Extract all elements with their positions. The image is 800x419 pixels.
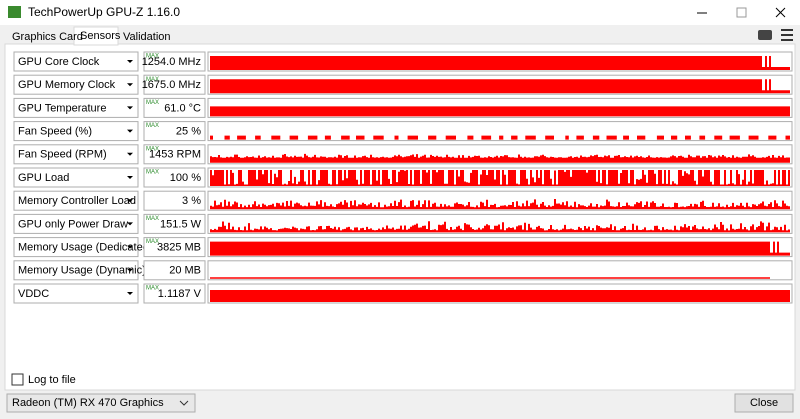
select-arrow	[127, 106, 133, 110]
max-label: MAX	[146, 216, 159, 222]
max-label: MAX	[146, 146, 159, 152]
sensor-graph	[210, 199, 790, 210]
max-label: MAX	[146, 286, 159, 292]
max-label: MAX	[146, 77, 159, 83]
sensor-graph	[210, 106, 790, 117]
sensor-name: GPU Temperature	[18, 102, 106, 114]
select-arrow	[127, 245, 133, 249]
sensor-select[interactable]	[13, 213, 139, 234]
sensor-value: 25 %	[176, 126, 201, 138]
sensor-name: VDDC	[18, 288, 49, 300]
sensor-value: 1675.0 MHz	[142, 79, 201, 91]
sensor-select[interactable]	[13, 260, 139, 281]
sensor-select[interactable]	[13, 190, 139, 211]
sensor-graph	[210, 277, 770, 279]
tab[interactable]: Validation	[123, 31, 171, 43]
sensor-select[interactable]	[13, 97, 139, 118]
value-box	[143, 121, 206, 142]
sensor-value: 3825 MB	[157, 242, 201, 254]
sensor-select[interactable]	[13, 283, 139, 304]
max-label: MAX	[146, 100, 159, 106]
graph-box	[207, 121, 793, 142]
sensor-select[interactable]	[13, 74, 139, 95]
value-box	[143, 51, 206, 72]
title-bar	[0, 0, 800, 25]
sensor-name: GPU Core Clock	[18, 56, 100, 68]
select-arrow	[127, 176, 133, 179]
sensor-value: 1.1187 V	[158, 288, 202, 300]
select-arrow	[127, 83, 133, 87]
close-window-button[interactable]	[775, 7, 786, 18]
sensor-name: GPU Load	[18, 172, 69, 184]
sensor-value: 61.0 °C	[164, 102, 201, 114]
sensor-graph	[210, 56, 790, 70]
value-box	[143, 213, 206, 234]
sensor-select[interactable]	[13, 51, 139, 72]
sensor-value: 100 %	[170, 172, 201, 184]
sensor-graph	[210, 290, 790, 302]
close-button-text: Close	[750, 397, 778, 409]
select-arrow	[179, 400, 189, 406]
sensor-graph	[210, 79, 790, 94]
sensor-value: 1453 RPM	[149, 149, 201, 161]
select-arrow	[127, 199, 133, 203]
select-arrow	[127, 222, 133, 226]
maximize-button[interactable]	[736, 7, 747, 18]
sensor-value: 1254.0 MHz	[142, 56, 201, 68]
value-box	[143, 260, 206, 281]
sensor-graph	[210, 221, 790, 233]
menu-icon[interactable]	[781, 29, 793, 41]
graph-box	[207, 260, 793, 281]
value-box	[143, 283, 206, 304]
sensor-value: 3 %	[182, 195, 201, 207]
sensor-name: Memory Usage (Dedicated)	[18, 242, 153, 254]
max-label: MAX	[146, 170, 159, 176]
sensor-name: Fan Speed (RPM)	[18, 149, 107, 161]
select-arrow	[127, 60, 133, 63]
select-arrow	[127, 152, 133, 156]
close-button[interactable]	[734, 393, 794, 413]
sensor-graph	[210, 135, 790, 140]
value-box	[143, 167, 206, 188]
value-box	[143, 74, 206, 95]
gpu-select-text: Radeon (TM) RX 470 Graphics	[12, 397, 164, 409]
max-label: MAX	[146, 123, 159, 129]
select-arrow	[127, 268, 133, 272]
max-label: MAX	[146, 54, 159, 60]
value-box	[143, 237, 206, 258]
max-label: MAX	[146, 239, 159, 245]
sensor-graph	[210, 170, 790, 186]
select-arrow	[127, 129, 133, 133]
sensor-select[interactable]	[13, 167, 139, 188]
active-tab[interactable]	[73, 26, 119, 46]
sensor-graph	[210, 241, 790, 256]
sensor-select[interactable]	[13, 144, 139, 165]
value-box	[143, 144, 206, 165]
sensor-select[interactable]	[13, 121, 139, 142]
sensor-value: 151.5 W	[160, 218, 202, 230]
sensor-name: Memory Usage (Dynamic)	[18, 265, 146, 277]
value-box	[143, 97, 206, 118]
value-box	[143, 190, 206, 211]
tab[interactable]: Sensors	[80, 30, 121, 42]
screenshot-icon[interactable]	[758, 30, 772, 40]
sensor-select[interactable]	[13, 237, 139, 258]
sensor-value: 20 MB	[169, 265, 201, 277]
sensor-name: GPU Memory Clock	[18, 79, 116, 91]
log-label: Log to file	[28, 374, 76, 386]
select-arrow	[127, 292, 133, 295]
gpu-select[interactable]	[6, 393, 196, 413]
sensor-graph	[210, 153, 790, 163]
sensor-name: Fan Speed (%)	[18, 126, 92, 138]
app-icon	[8, 6, 21, 18]
window-title: TechPowerUp GPU-Z 1.16.0	[28, 5, 180, 19]
log-checkbox[interactable]	[11, 373, 24, 386]
tab[interactable]: Graphics Card	[12, 31, 83, 43]
sensor-name: GPU only Power Draw	[18, 218, 128, 230]
sensor-name: Memory Controller Load	[18, 195, 136, 207]
